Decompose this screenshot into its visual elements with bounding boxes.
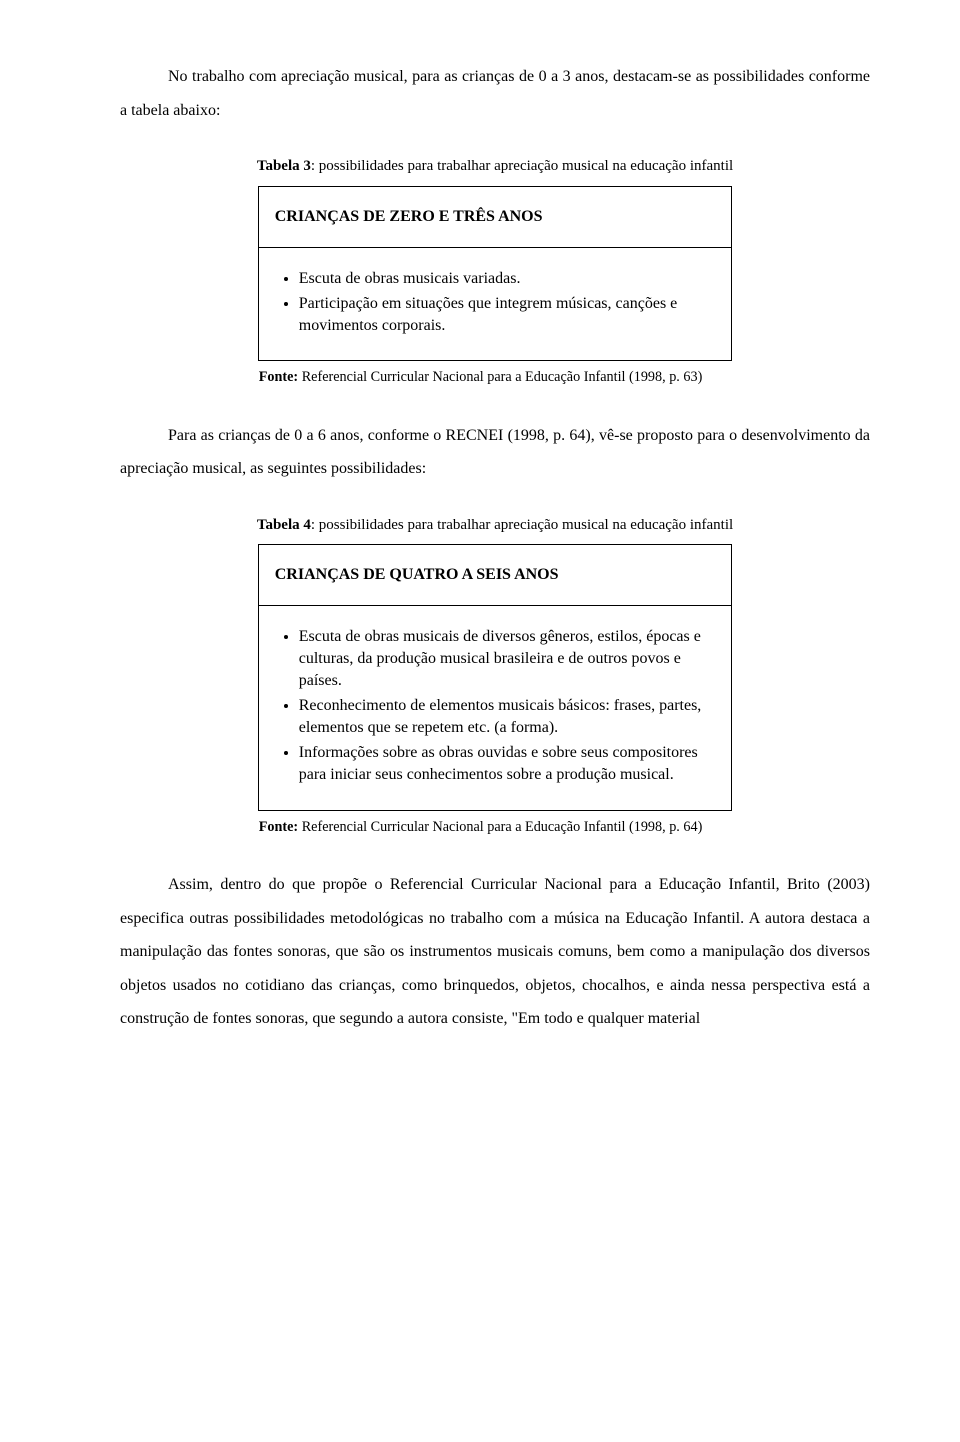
table4-caption-bold: Tabela 4 — [257, 517, 311, 533]
intro-paragraph-2: Para as crianças de 0 a 6 anos, conforme… — [120, 419, 870, 486]
table4-item: Escuta de obras musicais de diversos gên… — [299, 626, 716, 691]
table4-caption: Tabela 4: possibilidades para trabalhar … — [120, 514, 870, 537]
table4-body: Escuta de obras musicais de diversos gên… — [259, 606, 732, 809]
table4-box: CRIANÇAS DE QUATRO A SEIS ANOS Escuta de… — [258, 544, 733, 810]
closing-paragraph: Assim, dentro do que propõe o Referencia… — [120, 868, 870, 1036]
table3-caption-rest: : possibilidades para trabalhar apreciaç… — [311, 158, 733, 174]
table3-item: Escuta de obras musicais variadas. — [299, 268, 716, 290]
table3-box: CRIANÇAS DE ZERO E TRÊS ANOS Escuta de o… — [258, 186, 733, 362]
table4-source-rest: Referencial Curricular Nacional para a E… — [298, 819, 702, 835]
table3-source: Fonte: Referencial Curricular Nacional p… — [259, 367, 732, 388]
table4-caption-rest: : possibilidades para trabalhar apreciaç… — [311, 517, 733, 533]
table3-source-rest: Referencial Curricular Nacional para a E… — [298, 369, 702, 385]
table3-caption-bold: Tabela 3 — [257, 158, 311, 174]
table3-body: Escuta de obras musicais variadas. Parti… — [259, 248, 732, 361]
table3-caption: Tabela 3: possibilidades para trabalhar … — [120, 155, 870, 178]
table4-item: Informações sobre as obras ouvidas e sob… — [299, 742, 716, 785]
table3-item: Participação em situações que integrem m… — [299, 293, 716, 336]
table4-item: Reconhecimento de elementos musicais bás… — [299, 695, 716, 738]
table4-source: Fonte: Referencial Curricular Nacional p… — [259, 817, 732, 838]
table4-source-bold: Fonte: — [259, 819, 298, 835]
table3-source-bold: Fonte: — [259, 369, 298, 385]
table3-header: CRIANÇAS DE ZERO E TRÊS ANOS — [259, 187, 732, 248]
table4-header: CRIANÇAS DE QUATRO A SEIS ANOS — [259, 545, 732, 606]
intro-paragraph-1: No trabalho com apreciação musical, para… — [120, 60, 870, 127]
